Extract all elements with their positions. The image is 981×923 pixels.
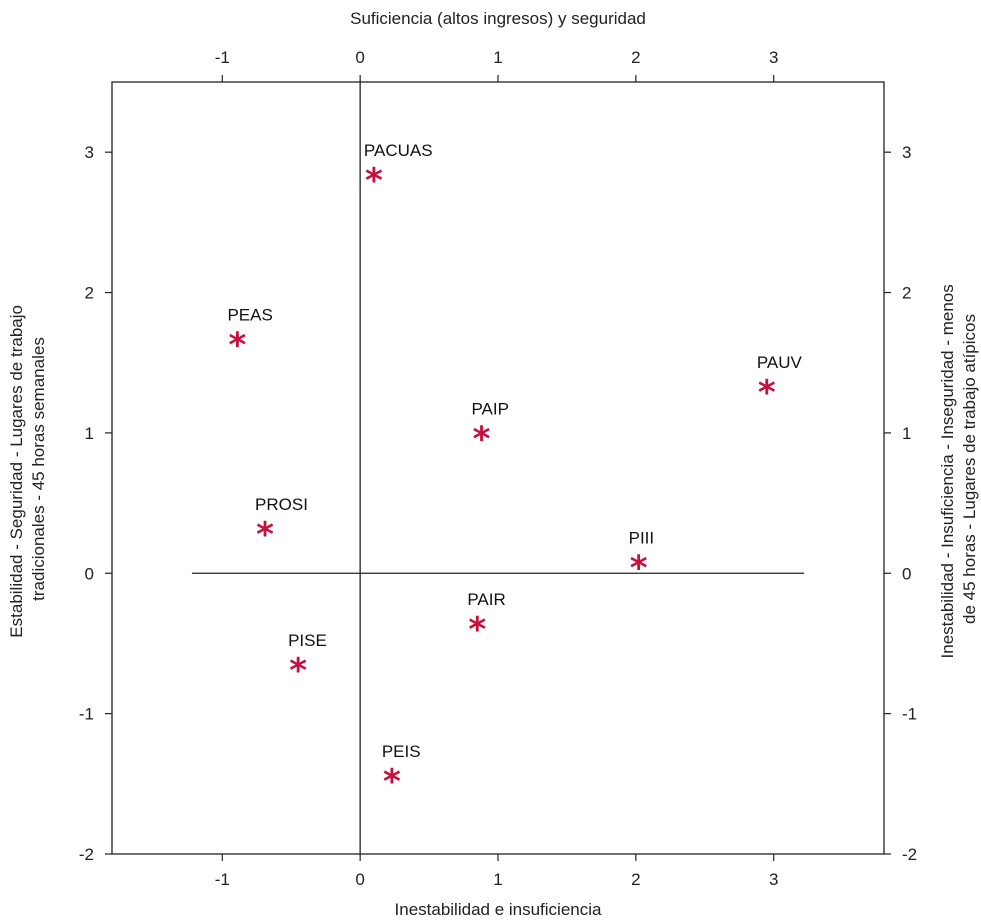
- point-label: PACUAS: [364, 141, 433, 160]
- x-bottom-tick-label: -1: [215, 870, 230, 889]
- y-right-tick-label: 1: [902, 424, 911, 443]
- point-marker: *: [256, 515, 274, 555]
- right-axis-title: Inestabilidad - Insuficiencia - Inseguri…: [938, 280, 979, 659]
- point-label: PISE: [288, 631, 327, 650]
- point-marker: *: [289, 651, 307, 691]
- x-top-tick-label: 0: [355, 48, 364, 67]
- x-top-tick-label: 1: [493, 48, 502, 67]
- point-marker: *: [383, 762, 401, 802]
- plot-frame: [111, 81, 885, 855]
- data-points: *PACUAS*PEAS*PAUV*PAIP*PROSI*PIII*PAIR*P…: [227, 141, 802, 802]
- x-bottom-tick-label: 2: [631, 870, 640, 889]
- x-bottom-tick-label: 3: [769, 870, 778, 889]
- data-point: *PAUV: [757, 353, 803, 413]
- x-top-tick-label: -1: [215, 48, 230, 67]
- y-right-tick-label: 0: [902, 564, 911, 583]
- point-label: PROSI: [255, 495, 308, 514]
- x-bottom-tick-label: 1: [493, 870, 502, 889]
- top-axis-title: Suficiencia (altos ingresos) y seguridad: [350, 9, 646, 28]
- point-marker: *: [468, 610, 486, 650]
- point-label: PEAS: [227, 305, 272, 324]
- left-axis-title: Estabilidad - Seguridad - Lugares de tra…: [7, 300, 48, 637]
- right-axis-title-line-2: de 45 horas - Lugares de trabajo atípico…: [960, 314, 979, 624]
- data-point: *PEIS: [382, 742, 421, 802]
- y-right-tick-label: 3: [902, 143, 911, 162]
- point-marker: *: [758, 373, 776, 413]
- x-bottom-tick-label: 0: [355, 870, 364, 889]
- point-label: PAIP: [471, 399, 508, 418]
- reference-lines: [191, 82, 805, 854]
- data-point: *PROSI: [255, 495, 308, 555]
- data-point: *PEAS: [227, 305, 272, 365]
- y-left-tick-label: -1: [79, 705, 94, 724]
- data-point: *PIII: [629, 528, 655, 588]
- point-marker: *: [630, 548, 648, 588]
- x-top-tick-label: 2: [631, 48, 640, 67]
- data-point: *PAIR: [467, 590, 505, 650]
- point-label: PAUV: [757, 353, 803, 372]
- left-axis-title-line-2: tradicionales - 45 horas semanales: [29, 337, 48, 601]
- data-point: *PAIP: [471, 399, 508, 459]
- data-point: *PISE: [288, 631, 327, 691]
- y-left-tick-label: 2: [85, 284, 94, 303]
- left-axis-title-line-1: Estabilidad - Seguridad - Lugares de tra…: [7, 305, 26, 638]
- bottom-axis-title: Inestabilidad e insuficiencia: [395, 900, 603, 919]
- y-right-tick-label: -1: [902, 705, 917, 724]
- y-left-tick-label: -2: [79, 845, 94, 864]
- axis-ticks: -1 -1 0 0 1 1 2 2 3 3 -2 -2 -1 -1 0 0 1 1 2 2 3 3: [79, 48, 917, 889]
- point-marker: *: [229, 325, 247, 365]
- y-left-tick-label: 1: [85, 424, 94, 443]
- y-left-tick-label: 0: [85, 564, 94, 583]
- point-label: PEIS: [382, 742, 421, 761]
- point-label: PAIR: [467, 590, 505, 609]
- point-marker: *: [473, 419, 491, 459]
- point-label: PIII: [629, 528, 655, 547]
- point-marker: *: [365, 161, 383, 201]
- right-axis-title-line-1: Inestabilidad - Insuficiencia - Inseguri…: [938, 284, 957, 658]
- y-left-tick-label: 3: [85, 143, 94, 162]
- data-point: *PACUAS: [364, 141, 433, 201]
- y-right-tick-label: -2: [902, 845, 917, 864]
- y-right-tick-label: 2: [902, 284, 911, 303]
- x-top-tick-label: 3: [769, 48, 778, 67]
